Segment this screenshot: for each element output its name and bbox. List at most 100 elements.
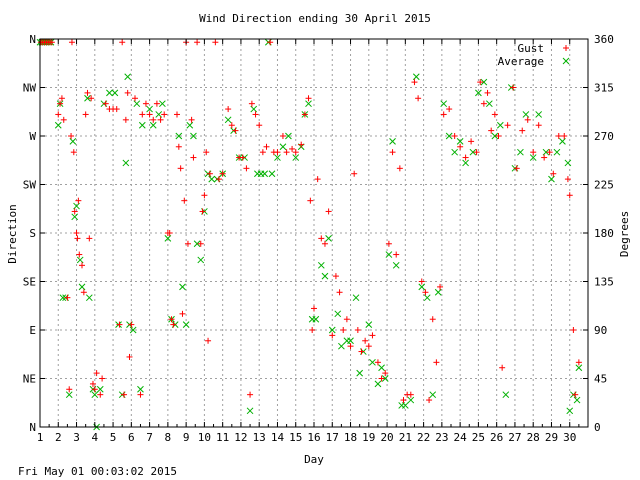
average-point	[91, 391, 99, 399]
x-tick-label: 6	[128, 431, 135, 444]
legend-gust-symbol	[563, 45, 569, 51]
average-point	[491, 132, 499, 140]
average-point	[186, 121, 194, 129]
gust-point	[71, 208, 78, 215]
average-point	[445, 132, 453, 140]
average-point	[250, 105, 258, 113]
gust-point	[252, 111, 259, 118]
average-point	[175, 132, 183, 140]
average-point	[138, 121, 146, 129]
gust-point	[396, 165, 403, 172]
gust-point	[259, 149, 266, 156]
average-point	[389, 138, 396, 145]
x-tick-label: 2	[55, 431, 62, 444]
gust-point	[166, 230, 173, 236]
gust-point	[73, 230, 80, 236]
x-tick-label: 24	[454, 431, 468, 444]
gust-point	[161, 111, 168, 118]
gust-point	[382, 370, 389, 377]
gust-point	[201, 192, 208, 199]
gust-point	[570, 327, 577, 333]
average-point	[124, 73, 132, 81]
gust-point	[206, 170, 213, 177]
average-point	[462, 159, 469, 167]
gust-point	[484, 89, 491, 96]
gust-point	[351, 170, 358, 177]
gust-point	[146, 111, 153, 118]
average-point	[486, 100, 493, 108]
gust-point	[564, 176, 571, 183]
x-tick-label: 29	[545, 431, 558, 444]
y-tick-label-right: 45	[594, 373, 607, 386]
gust-point	[279, 133, 286, 139]
x-tick-label: 18	[344, 431, 357, 444]
average-point	[159, 100, 166, 108]
average-point	[261, 170, 269, 178]
gust-point	[358, 348, 365, 355]
average-point	[392, 261, 400, 269]
gust-point	[365, 343, 372, 350]
average-point	[338, 342, 345, 350]
gust-point	[541, 154, 548, 161]
average-point	[522, 111, 530, 118]
gust-point	[76, 251, 83, 258]
x-tick-label: 5	[110, 431, 117, 444]
average-point	[137, 385, 144, 393]
y-tick-label-right: 180	[594, 227, 614, 240]
gust-point	[298, 141, 305, 148]
average-point	[480, 78, 488, 86]
x-tick-label: 17	[326, 431, 339, 444]
x-tick-label: 14	[271, 431, 285, 444]
gust-point	[457, 143, 464, 150]
y-tick-label-left: SE	[23, 276, 36, 289]
gust-point	[488, 127, 495, 134]
gust-point	[389, 149, 396, 156]
gust-point	[190, 154, 197, 161]
x-tick-label: 11	[216, 431, 229, 444]
gust-point	[354, 327, 361, 333]
footer-timestamp: Fri May 01 00:03:02 2015	[18, 465, 177, 478]
gust-point	[307, 197, 314, 204]
y-tick-label-left: N	[29, 33, 36, 46]
gust-point	[168, 316, 175, 323]
average-point	[65, 391, 73, 399]
x-tick-label: 21	[399, 431, 412, 444]
average-point	[146, 105, 153, 113]
gust-point	[199, 208, 206, 215]
gust-point	[555, 133, 562, 139]
gust-point	[225, 106, 232, 113]
gust-point	[274, 149, 281, 156]
gust-point	[468, 138, 475, 145]
y-tick-label-left: E	[29, 324, 36, 337]
average-point	[434, 288, 442, 296]
average-point	[54, 121, 62, 129]
gust-point	[137, 391, 144, 398]
average-point	[246, 407, 254, 415]
gust-point	[116, 321, 123, 328]
y-tick-label-left: NE	[23, 373, 36, 386]
gust-point	[321, 240, 328, 247]
gust-point	[57, 100, 64, 107]
average-point	[85, 294, 93, 302]
average-point	[78, 283, 86, 291]
average-point	[401, 402, 409, 409]
legend-average-marker	[562, 57, 570, 65]
x-tick-label: 30	[563, 431, 576, 444]
gust-point	[422, 289, 429, 296]
average-point	[274, 154, 281, 161]
gust-point	[157, 116, 164, 123]
gust-point	[122, 116, 129, 123]
gust-point	[418, 278, 425, 285]
gust-point	[378, 375, 385, 382]
x-tick-label: 1	[37, 431, 44, 444]
gust-point	[256, 122, 263, 129]
x-tick-label: 10	[198, 431, 211, 444]
average-point	[133, 100, 141, 108]
average-point	[407, 396, 415, 404]
y-tick-label-right: 90	[594, 324, 607, 337]
gust-point	[325, 208, 332, 215]
gust-point	[572, 391, 579, 398]
gust-point	[181, 197, 188, 204]
average-point	[334, 310, 342, 318]
gust-point	[194, 39, 201, 46]
